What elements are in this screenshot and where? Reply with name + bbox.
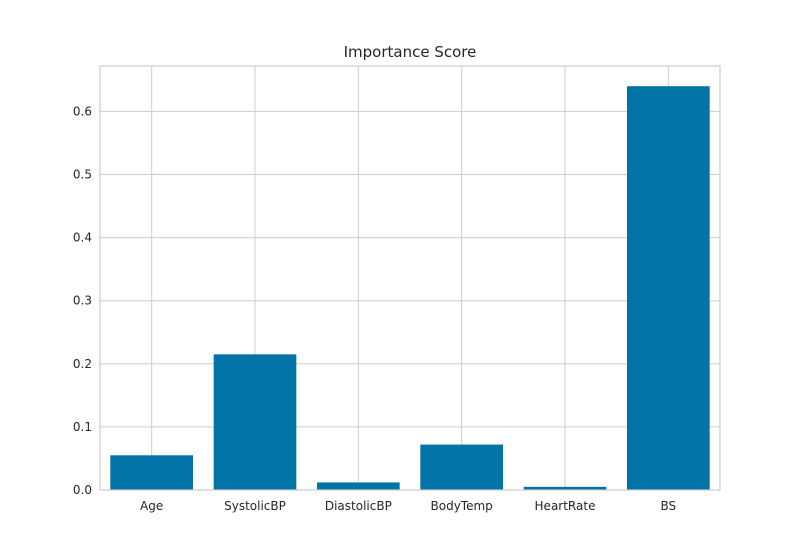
x-tick-label: HeartRate	[535, 499, 596, 513]
bar-age	[110, 455, 193, 490]
y-axis-ticks: 0.0 0.1 0.2 0.3 0.4 0.5 0.6	[73, 104, 92, 497]
bar-bs	[627, 86, 710, 490]
x-tick-label: BodyTemp	[431, 499, 493, 513]
x-tick-label: Age	[140, 499, 163, 513]
x-tick-label: DiastolicBP	[325, 499, 392, 513]
bar-bodytemp	[420, 444, 503, 490]
bar-heartrate	[523, 486, 607, 490]
bar-layer	[110, 86, 710, 490]
y-tick-label: 0.3	[73, 294, 92, 308]
bar-diastolicbp	[317, 482, 400, 490]
bar-systolicbp	[213, 354, 297, 490]
y-tick-label: 0.5	[73, 168, 92, 182]
x-axis-ticks: Age SystolicBP DiastolicBP BodyTemp HeartRat…	[140, 499, 676, 513]
x-tick-label: BS	[661, 499, 677, 513]
y-tick-label: 0.2	[73, 357, 92, 371]
x-tick-label: SystolicBP	[224, 499, 286, 513]
chart-title: Importance Score	[344, 43, 477, 61]
y-tick-label: 0.6	[73, 104, 92, 118]
y-tick-label: 0.1	[73, 420, 92, 434]
y-tick-label: 0.4	[73, 231, 92, 245]
y-tick-label: 0.0	[73, 483, 92, 497]
plot-frame	[99, 65, 721, 491]
